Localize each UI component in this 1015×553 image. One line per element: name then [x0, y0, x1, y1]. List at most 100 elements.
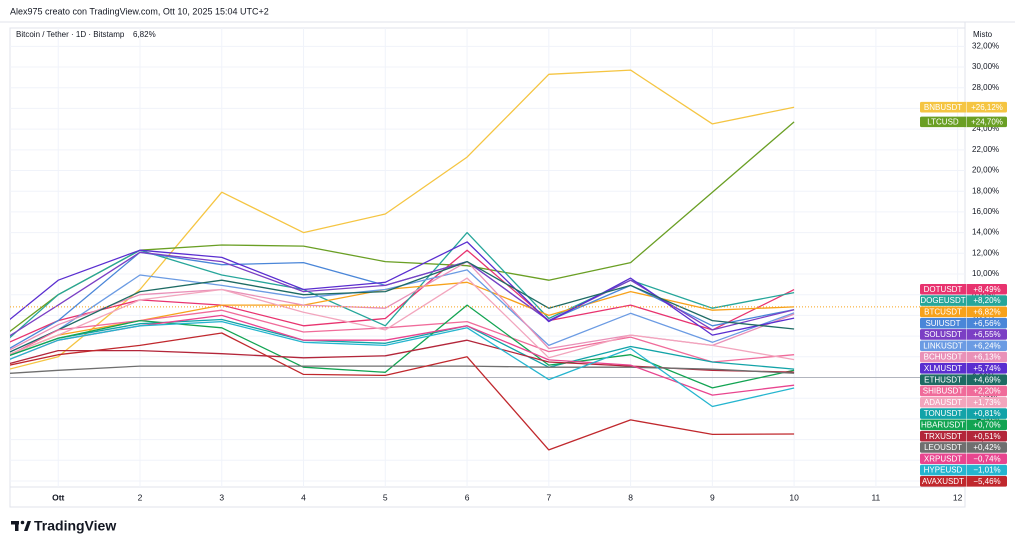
y-tick-label: 22,00% — [972, 145, 999, 154]
tag-divider — [966, 116, 967, 128]
x-tick-label: 2 — [138, 492, 143, 502]
series-tag: SUIUSDT +6,56% — [920, 317, 1007, 329]
tag-divider — [966, 295, 967, 306]
tag-divider — [966, 329, 967, 340]
x-tick-label: 8 — [628, 492, 633, 502]
tag-name: LTCUSD — [927, 117, 959, 126]
series-line — [10, 241, 795, 336]
series-tag: HBARUSDT +0,70% — [920, 419, 1007, 431]
tag-divider — [966, 363, 967, 374]
tag-value: +6,13% — [973, 353, 1000, 362]
tag-name: ADAUSDT — [924, 398, 962, 407]
tag-value: −5,46% — [973, 477, 1000, 486]
series-tag: XLMUSDT +5,74% — [920, 363, 1007, 374]
tag-value: +5,74% — [973, 364, 1000, 373]
brand-logo — [11, 520, 31, 531]
tag-box — [920, 430, 1007, 442]
tag-name: HYPEUSD — [924, 466, 963, 475]
tag-value: +8,20% — [973, 296, 1000, 305]
tag-box — [920, 464, 1007, 476]
tag-value: −0,74% — [973, 454, 1000, 463]
tag-divider — [966, 476, 967, 487]
tag-divider — [966, 306, 967, 318]
tag-value: +6,82% — [973, 307, 1000, 316]
tag-value: +24,70% — [971, 117, 1003, 126]
tag-divider — [966, 464, 967, 476]
tag-box — [920, 396, 1007, 408]
y-tick-label: 16,00% — [972, 207, 999, 216]
tag-name: AVAXUSDT — [922, 477, 964, 486]
series-tag: TRXUSDT +0,51% — [920, 430, 1007, 442]
tag-name: HBARUSDT — [921, 420, 965, 429]
x-tick-label: 12 — [953, 492, 963, 502]
tag-box — [920, 476, 1007, 487]
tag-name: SOLUSDT — [924, 330, 962, 339]
tag-box — [920, 419, 1007, 431]
series-line — [10, 269, 795, 353]
legend-value: 6,82% — [133, 30, 156, 39]
brand: TradingView — [34, 518, 116, 534]
tag-divider — [966, 419, 967, 431]
tag-name: BTCUSDT — [924, 307, 962, 316]
series-tag: TONUSDT +0,81% — [920, 408, 1007, 419]
legend-title: Bitcoin / Tether · 1D · Bitstamp — [16, 30, 125, 39]
series-line — [10, 309, 795, 363]
tag-name: SUIUSDT — [925, 319, 960, 328]
tag-divider — [966, 101, 967, 113]
tag-box — [920, 340, 1007, 352]
series-line — [10, 320, 795, 408]
tag-divider — [966, 396, 967, 408]
tag-box — [920, 363, 1007, 374]
tag-name: BNBUSDT — [924, 103, 962, 112]
x-tick-label: 3 — [219, 492, 224, 502]
tag-box — [920, 101, 1007, 113]
y-tick-label: 14,00% — [972, 228, 999, 237]
plot-layer: Ott23456789101112−10,00%−8,00%−6,00%−4,0… — [10, 28, 1007, 502]
series-tag: LTCUSD +24,70% — [920, 116, 1007, 128]
x-tick-label: 9 — [710, 492, 715, 502]
y-tick-label: 24,00% — [972, 124, 999, 133]
tag-divider — [966, 408, 967, 419]
tag-box — [920, 116, 1007, 128]
tag-box — [920, 295, 1007, 306]
series-tag: SOLUSDT +6,55% — [920, 329, 1007, 340]
x-tick-label: 6 — [465, 492, 470, 502]
tag-value: +2,20% — [973, 387, 1000, 396]
tag-name: ETHUSDT — [924, 375, 962, 384]
tag-box — [920, 283, 1007, 295]
series-tag: BTCUSDT +6,82% — [920, 306, 1007, 318]
tag-box — [920, 385, 1007, 397]
series-line — [10, 277, 795, 361]
tag-name: DOGEUSDT — [920, 296, 965, 305]
tag-box — [920, 317, 1007, 329]
tag-name: TONUSDT — [924, 409, 963, 418]
tag-value: −1,01% — [973, 466, 1000, 475]
caption: Alex975 creato con TradingView.com, Ott … — [10, 6, 269, 16]
tag-name: SHIBUSDT — [923, 387, 964, 396]
tag-value: +1,73% — [973, 398, 1000, 407]
lines — [10, 69, 795, 451]
tag-divider — [966, 453, 967, 465]
tag-name: XRPUSDT — [924, 454, 962, 463]
tag-divider — [966, 317, 967, 329]
x-tick-label: 5 — [383, 492, 388, 502]
tag-box — [920, 442, 1007, 453]
tag-value: +8,49% — [973, 285, 1000, 294]
series-tag: SHIBUSDT +2,20% — [920, 385, 1007, 397]
tag-value: +6,56% — [973, 319, 1000, 328]
tag-name: DOTUSDT — [924, 285, 963, 294]
tag-value: +0,42% — [973, 443, 1000, 452]
tag-value: +0,81% — [973, 409, 1000, 418]
tag-box — [920, 351, 1007, 363]
tag-box — [920, 453, 1007, 465]
y-tick-label: 10,00% — [972, 269, 999, 278]
y-tick-label: 32,00% — [972, 41, 999, 50]
tag-value: +4,69% — [973, 375, 1000, 384]
y-tick-label: 28,00% — [972, 83, 999, 92]
tag-divider — [966, 340, 967, 352]
scale-mode: Misto — [973, 30, 993, 39]
tag-name: TRXUSDT — [924, 432, 962, 441]
series-tag: ETHUSDT +4,69% — [920, 374, 1007, 385]
tag-box — [920, 329, 1007, 340]
y-tick-label: 12,00% — [972, 248, 999, 257]
